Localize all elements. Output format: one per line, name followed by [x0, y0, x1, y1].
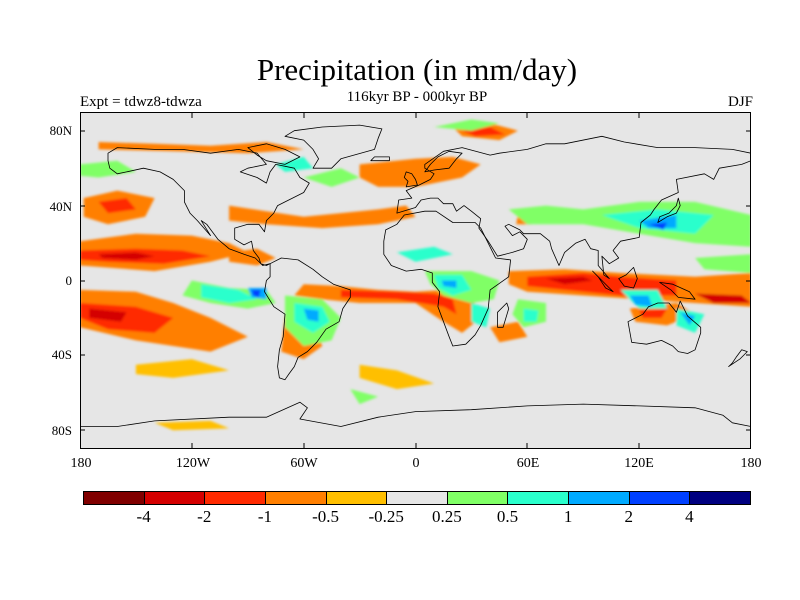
dry-anomaly-patch: [98, 252, 155, 260]
dry-anomaly-patch: [546, 276, 593, 285]
x-tick-label: 0: [412, 456, 420, 471]
wet-anomaly-patch: [471, 303, 491, 328]
eurasia-coast: [396, 135, 751, 279]
colorbar-label: 4: [685, 507, 694, 526]
baffin-coast: [247, 143, 301, 165]
dry-anomaly-patch: [695, 293, 751, 303]
colorbar-swatch: [143, 491, 206, 505]
dry-anomaly-patch: [359, 364, 435, 390]
colorbar-swatch: [689, 491, 751, 505]
colorbar-label: 0.5: [496, 507, 519, 526]
colorbar-label: -0.5: [312, 507, 339, 526]
colorbar-label: -2: [197, 507, 212, 526]
wet-anomaly-patch: [350, 389, 379, 405]
new-guinea-coast: [659, 282, 696, 300]
wet-anomaly-patch: [680, 312, 696, 326]
y-tick-label: 40N: [49, 199, 72, 214]
dry-anomaly-patch: [135, 359, 230, 378]
colorbar-label: -0.25: [368, 507, 404, 526]
x-tick-label: 120E: [624, 456, 654, 471]
dry-anomaly-patch: [98, 198, 136, 214]
map-title: Precipitation (in mm/day): [256, 52, 578, 87]
wet-anomaly-patch: [523, 308, 539, 322]
precipitation-map: [80, 112, 751, 449]
colorbar-swatch: [446, 491, 509, 505]
colorbar-swatch: [386, 491, 448, 505]
madagascar-coast: [497, 302, 510, 328]
y-tick-label: 80S: [51, 423, 72, 438]
colorbar-swatch: [507, 491, 570, 505]
colorbar-swatch: [83, 491, 145, 505]
wet-anomaly-patch: [303, 168, 360, 187]
dry-anomaly-patch: [490, 321, 528, 343]
colorbar: [83, 491, 751, 505]
colorbar-label: -1: [257, 507, 272, 526]
wet-anomaly-patch: [201, 284, 258, 303]
wet-anomaly-patch: [80, 160, 136, 178]
greenland-coast: [284, 124, 383, 169]
new-zealand-coast: [728, 349, 748, 367]
x-tick-label: 60W: [290, 456, 318, 471]
north-america-coast: [107, 147, 310, 266]
antarctica-coast: [80, 401, 751, 449]
anomaly-fields: [80, 119, 751, 431]
australia-coast: [627, 300, 702, 354]
map-frame: [80, 112, 751, 449]
japan-coast: [657, 197, 681, 223]
x-tick-label: 180: [70, 456, 92, 471]
dry-anomaly-patch: [359, 156, 481, 187]
wet-anomaly-patch: [303, 308, 319, 322]
season-label: DJF: [727, 94, 753, 110]
dry-anomaly-patch: [98, 142, 304, 154]
colorbar-label: 0.25: [431, 507, 462, 526]
wet-anomaly-patch: [629, 295, 653, 307]
wet-anomaly-patch: [251, 289, 261, 298]
dry-anomaly-patch: [89, 308, 127, 322]
britain-coast: [403, 171, 418, 188]
y-tick-label: 40S: [51, 347, 72, 362]
iceland-coast: [370, 156, 390, 162]
experiment-label: Expt = tdwz8-tdwza: [80, 94, 202, 110]
wet-anomaly-patch: [695, 254, 751, 273]
colorbar-label: -4: [136, 507, 151, 526]
indonesia-coast: [592, 270, 614, 293]
wet-anomaly-patch: [441, 280, 457, 288]
colorbar-swatch: [568, 491, 630, 505]
south-america-coast: [264, 257, 351, 381]
colorbar-swatch: [204, 491, 266, 505]
wet-anomaly-patch: [396, 246, 453, 262]
borneo-coast: [618, 267, 638, 289]
wet-anomaly-patch: [275, 156, 313, 172]
dry-anomaly-patch: [639, 308, 668, 318]
y-tick-label: 80N: [49, 123, 72, 138]
dry-anomaly-patch: [340, 289, 457, 315]
colorbar-label: 1: [563, 507, 573, 526]
y-tick-label: 0: [65, 273, 73, 288]
x-tick-label: 120W: [175, 456, 211, 471]
map-subtitle: 116kyr BP - 000kyr BP: [346, 89, 488, 105]
colorbar-swatch: [264, 491, 327, 505]
colorbar-swatch: [628, 491, 691, 505]
x-tick-label: 60E: [516, 456, 540, 471]
dry-anomaly-patch: [229, 205, 416, 229]
wet-anomaly-patch: [434, 119, 500, 131]
scandinavia-coast: [424, 150, 463, 173]
dry-anomaly-patch: [154, 420, 230, 431]
coastlines: [80, 124, 751, 449]
wet-anomaly-patch: [648, 222, 668, 230]
africa-coast: [383, 210, 511, 347]
colorbar-swatch: [325, 491, 388, 505]
colorbar-label: 2: [624, 507, 633, 526]
x-tick-label: 180: [740, 456, 762, 471]
